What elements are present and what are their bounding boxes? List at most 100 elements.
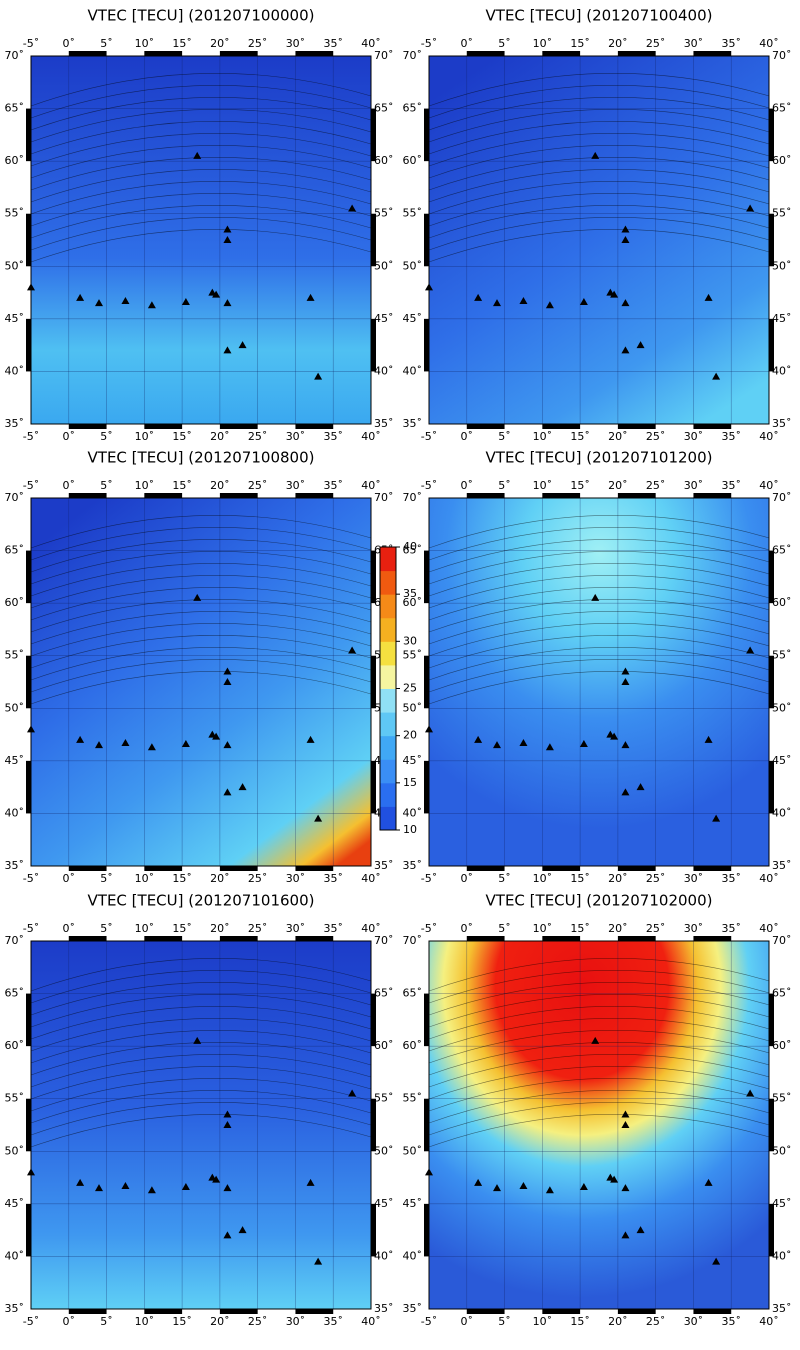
panel-title: VTEC [TECU] (201207100400): [486, 7, 713, 25]
frame-bar: [617, 51, 656, 56]
lon-label-top: 30˚: [286, 479, 306, 492]
lat-label-left: 35˚: [403, 417, 423, 430]
lon-label-top: 15˚: [172, 922, 192, 935]
lat-label-left: 65˚: [403, 102, 423, 115]
lon-label-bottom: 5˚: [100, 430, 113, 443]
contour-line: [428, 551, 770, 585]
lon-label-bottom: 20˚: [608, 872, 628, 885]
station: [238, 1226, 247, 1234]
station: [621, 1231, 630, 1239]
station: [545, 743, 554, 751]
panel-title: VTEC [TECU] (201207100000): [88, 7, 315, 25]
lon-label-bottom: 0˚: [461, 430, 474, 443]
frame-bar: [769, 760, 774, 814]
lon-label-bottom: 30˚: [286, 430, 306, 443]
lon-label-bottom: 15˚: [172, 1315, 192, 1328]
contour-line: [30, 647, 372, 681]
lon-label-bottom: 20˚: [210, 430, 230, 443]
contour-line: [30, 671, 372, 705]
frame-bar: [68, 1309, 107, 1314]
lon-label-bottom: -5˚: [23, 872, 39, 885]
lon-label-bottom: 40˚: [759, 872, 779, 885]
frame-bar: [424, 1203, 429, 1257]
map-panel: VTEC [TECU] (201207100400) -5˚ -5˚ 0˚ 0˚ 5˚ 5˚…: [403, 7, 792, 444]
vtec-field: [31, 941, 371, 1309]
lat-label-left: 55˚: [5, 649, 25, 662]
lon-label-top: 30˚: [286, 922, 306, 935]
contour-line: [428, 1090, 770, 1124]
lon-label-top: 25˚: [248, 37, 268, 50]
lat-label-left: 45˚: [403, 754, 423, 767]
frame-bar: [219, 424, 258, 429]
lat-label-right: 55˚: [772, 207, 792, 220]
colorbar-label: 35: [403, 587, 417, 600]
station: [223, 299, 232, 307]
contour-line: [428, 169, 770, 203]
colorbar-label: 25: [403, 682, 417, 695]
panel-title: VTEC [TECU] (201207101600): [88, 892, 315, 910]
frame-bar: [466, 1309, 505, 1314]
colorbar-segment: [380, 759, 396, 784]
frame-bar: [371, 108, 376, 162]
lat-label-right: 70˚: [374, 934, 394, 947]
station: [610, 290, 619, 298]
lat-label-right: 70˚: [772, 934, 792, 947]
lat-label-left: 50˚: [5, 701, 25, 714]
station: [746, 1089, 755, 1097]
frame-bar: [295, 51, 334, 56]
contour-line: [30, 205, 372, 239]
lat-label-left: 55˚: [403, 649, 423, 662]
lon-label-bottom: 35˚: [721, 430, 741, 443]
contour-line: [30, 1018, 372, 1052]
lat-label-right: 40˚: [772, 806, 792, 819]
lat-label-right: 45˚: [374, 312, 394, 325]
lon-label-bottom: 10˚: [533, 1315, 553, 1328]
lat-label-right: 45˚: [772, 1197, 792, 1210]
contour-line: [30, 994, 372, 1028]
contour-line: [428, 982, 770, 1016]
lat-label-right: 55˚: [374, 207, 394, 220]
lat-label-left: 55˚: [5, 207, 25, 220]
lat-label-left: 60˚: [403, 1039, 423, 1052]
contour-line: [428, 109, 770, 143]
lon-label-bottom: 40˚: [361, 872, 381, 885]
contour-line: [428, 659, 770, 693]
frame-bar: [542, 936, 581, 941]
frame-bar: [26, 318, 31, 372]
colorbar-segment: [380, 712, 396, 737]
lon-label-bottom: 5˚: [498, 1315, 511, 1328]
frame-bar: [295, 866, 334, 871]
frame-bar: [617, 1309, 656, 1314]
contour-line: [428, 1102, 770, 1136]
station: [95, 741, 103, 749]
lon-label-top: 0˚: [461, 922, 474, 935]
station: [621, 1121, 630, 1128]
frame-bar: [371, 1098, 376, 1152]
lat-label-left: 50˚: [5, 1144, 25, 1157]
frame-bar: [295, 1309, 334, 1314]
contour-line: [428, 623, 770, 657]
contour-line: [30, 539, 372, 573]
lat-label-left: 70˚: [403, 934, 423, 947]
lat-label-left: 65˚: [403, 544, 423, 557]
station: [636, 1226, 645, 1234]
frame-bar: [26, 655, 31, 709]
lon-label-bottom: 30˚: [684, 430, 704, 443]
frame-bar: [542, 1309, 581, 1314]
frame-bar: [68, 51, 107, 56]
contour-line: [30, 1090, 372, 1124]
lat-label-right: 40˚: [374, 1249, 394, 1262]
contour-line: [428, 121, 770, 155]
colorbar-segment: [380, 782, 396, 807]
frame-bar: [371, 1203, 376, 1257]
contour-line: [428, 611, 770, 645]
lon-label-top: 10˚: [135, 37, 155, 50]
lon-label-bottom: 0˚: [461, 872, 474, 885]
station: [704, 735, 713, 743]
frame-bar: [769, 213, 774, 267]
frame-bar: [371, 213, 376, 267]
lat-label-right: 50˚: [772, 1144, 792, 1157]
station: [95, 299, 103, 307]
station: [621, 1184, 630, 1192]
frame-bar: [68, 493, 107, 498]
